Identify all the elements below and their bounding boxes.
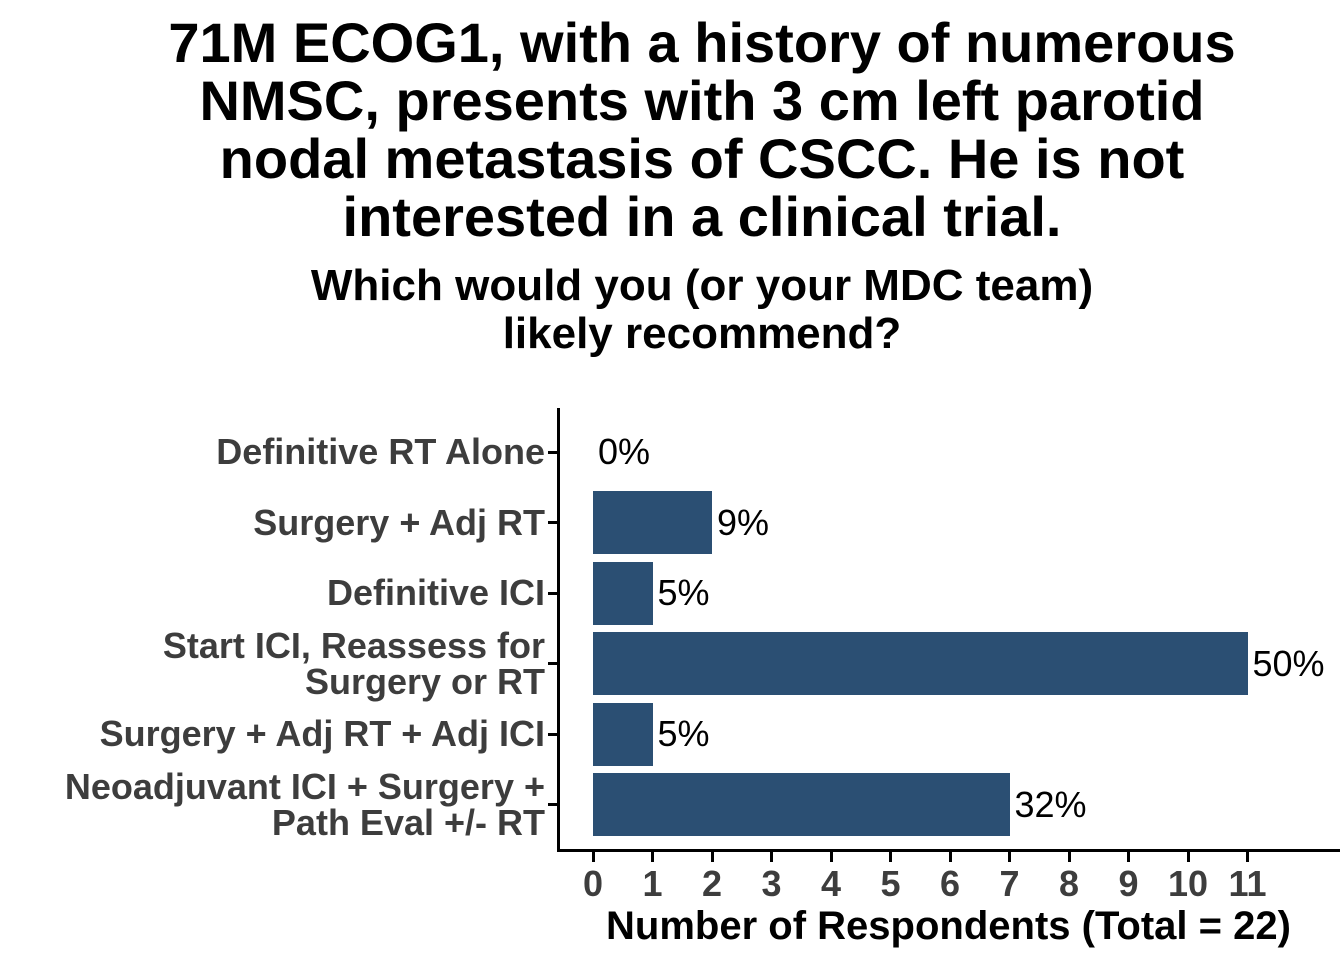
bar [593,702,653,766]
x-tick-label: 11 [1228,863,1267,904]
y-axis-tick [548,450,557,454]
bar-row: 9% [593,488,1340,559]
bar [593,632,1248,696]
y-axis-label: Start ICI, Reassess for Surgery or RT [0,627,557,699]
x-tick-label: 8 [1058,863,1080,904]
y-axis-tick [548,521,557,525]
y-axis-label: Definitive RT Alone [0,417,557,488]
question-subtitle: Which would you (or your MDC team) likel… [310,261,1094,358]
y-axis-label: Surgery + Adj RT [0,488,557,559]
bar-value-label: 50% [1252,642,1325,684]
bar-value-label: 5% [657,713,710,755]
x-axis-tick [710,852,714,862]
y-axis-tick [548,803,557,807]
bar-value-label: 32% [1014,783,1087,825]
x-axis-tick [591,852,595,862]
x-tick-label: 7 [999,863,1020,904]
x-axis-tick [651,852,654,862]
x-axis: 0 1 2 3 4 5 6 7 8 9 10 11 [557,852,1340,904]
bar [593,491,712,555]
x-axis-title: Number of Respondents (Total = 22) [606,904,1291,948]
x-axis-tick [948,852,952,862]
bar-row: 5% [593,699,1340,770]
bar-value-label: 5% [657,572,710,614]
chart-body: Definitive RT Alone Surgery + Adj RT Defin… [0,408,1344,852]
x-tick-label: 10 [1167,863,1209,904]
x-axis-tick [889,852,892,862]
x-tick-label: 3 [761,863,782,904]
x-tick-label: 6 [939,863,961,904]
x-tick-label: 1 [642,863,663,904]
x-axis-tick [1008,852,1011,862]
x-axis-tick [1186,852,1190,862]
bar-chart: Definitive RT Alone Surgery + Adj RT Defin… [0,408,1344,949]
bar-row: 0% [593,417,1340,488]
y-axis-label: Surgery + Adj RT + Adj ICI [0,699,557,770]
bar-value-label: 9% [717,501,770,543]
x-axis-tick [829,852,833,862]
bar [593,561,653,625]
y-axis-tick [548,732,557,736]
y-axis-labels: Definitive RT Alone Surgery + Adj RT Defin… [0,408,557,852]
case-title: 71M ECOG1, with a history of numerous NM… [168,11,1236,248]
bar-row: 5% [593,558,1340,629]
y-axis-tick [548,662,557,666]
bar-row: 50% [593,629,1340,700]
bar [593,773,1010,837]
x-axis-tick [1067,852,1071,862]
plot-panel: 0% 9% 5% 50% 5% 32% [557,408,1340,852]
bar-value-label: 0% [598,431,651,473]
y-axis-tick [548,591,557,595]
x-tick-label: 5 [880,863,901,904]
y-axis-label: Definitive ICI [0,558,557,629]
x-axis-tick [1127,852,1130,862]
x-tick-label: 9 [1118,863,1139,904]
y-axis-label: Neoadjuvant ICI + Surgery + Path Eval +/… [0,768,557,840]
x-axis-tick [1246,852,1249,862]
x-tick-label: 0 [582,863,604,904]
x-axis-tick [770,852,773,862]
x-tick-label: 4 [820,863,842,904]
bar-row: 32% [593,770,1340,841]
x-tick-label: 2 [701,863,723,904]
